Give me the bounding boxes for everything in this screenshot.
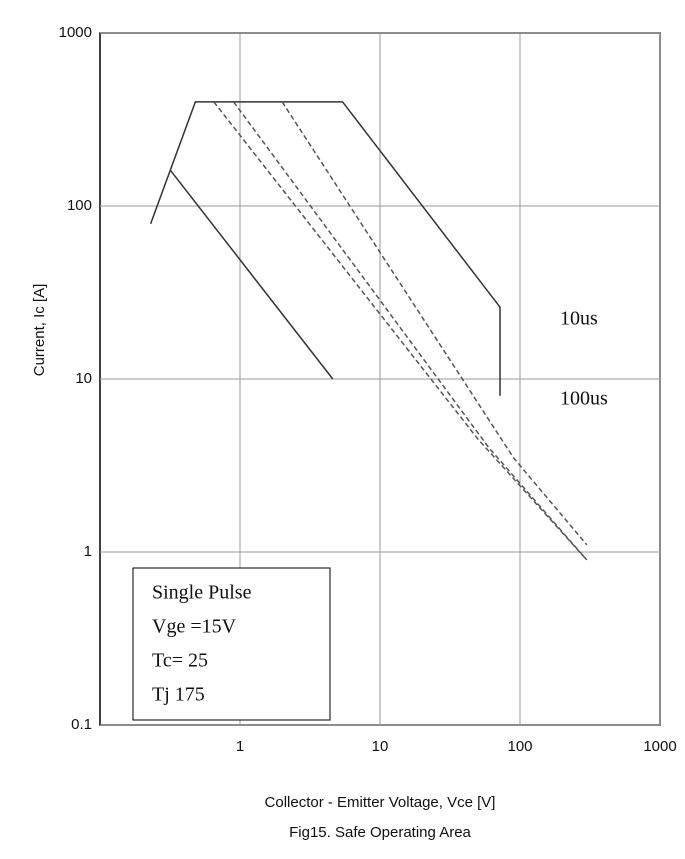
x-tick-label: 1000 — [643, 738, 676, 755]
annotation: 10us — [560, 308, 598, 330]
x-axis-label: Collector - Emitter Voltage, Vce [V] — [265, 794, 496, 811]
condition-text: Tj 175 — [152, 684, 205, 706]
chart-title: Fig15. Safe Operating Area — [289, 824, 471, 841]
y-tick-label: 10 — [75, 370, 92, 387]
soa-line — [213, 101, 588, 561]
soa-line — [232, 101, 588, 561]
x-tick-label: 1 — [236, 738, 244, 755]
annotation: 100us — [560, 388, 608, 410]
condition-text: Single Pulse — [152, 582, 252, 604]
y-tick-label: 0.1 — [71, 716, 92, 733]
y-tick-label: 100 — [67, 197, 92, 214]
x-tick-label: 100 — [507, 738, 532, 755]
soa-line — [281, 101, 588, 546]
y-tick-label: 1 — [84, 543, 92, 560]
x-tick-label: 10 — [372, 738, 389, 755]
soa-line — [149, 101, 501, 396]
conditions-box — [132, 567, 331, 721]
soa-line — [170, 170, 334, 380]
y-tick-label: 1000 — [59, 24, 92, 41]
condition-text: Tc= 25 — [152, 650, 208, 672]
y-axis-label: Current, Ic [A] — [31, 284, 48, 377]
condition-text: Vge =15V — [152, 616, 237, 638]
